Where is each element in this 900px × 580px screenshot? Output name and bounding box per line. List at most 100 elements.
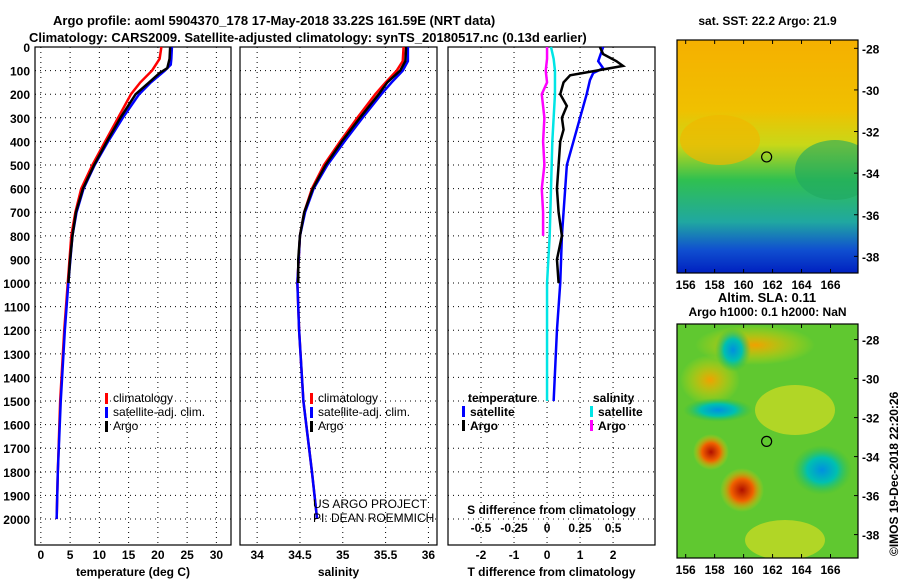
map-frame — [676, 39, 859, 274]
y-tick-label: 200 — [10, 88, 30, 102]
series-argo — [67, 46, 172, 284]
map-frame — [676, 323, 859, 559]
map-y-tick-label: -38 — [862, 250, 880, 264]
y-tick-label: 1800 — [3, 466, 30, 480]
legend-label: Argo — [470, 419, 498, 433]
map-x-tick-label: 164 — [792, 278, 812, 292]
x-tick-label: 1 — [577, 548, 584, 562]
map-x-tick-label: 158 — [705, 278, 725, 292]
map-y-tick-label: -32 — [862, 412, 880, 426]
legend-swatch — [462, 406, 465, 417]
x-tick-label: 20 — [151, 548, 165, 562]
y-tick-label: 100 — [10, 65, 30, 79]
map-y-tick-label: -38 — [862, 529, 880, 543]
credit-text: ©IMOS 19-Dec-2018 22:20:26 — [887, 391, 900, 556]
map-x-tick-label: 156 — [676, 563, 696, 577]
x-axis-label: temperature (deg C) — [76, 565, 190, 579]
difference-panel: -2 -1 0 1 2 T difference from climatology temp… — [447, 46, 656, 579]
temperature-panel: 0 5 10 15 20 25 300100200300400500600700800900… — [3, 41, 232, 579]
x2-tick-label: 0 — [544, 521, 551, 535]
legend-swatch — [105, 393, 108, 404]
y-tick-label: 1400 — [3, 371, 30, 385]
y-tick-label: 1300 — [3, 348, 30, 362]
map-y-tick-label: -28 — [862, 42, 880, 56]
sla-map: 156 158 160 162 164 166 -28 -30 -32 -34 -36 -38 Argo… — [676, 305, 880, 577]
map-y-tick-label: -34 — [862, 167, 880, 181]
y-tick-label: 1100 — [4, 301, 30, 315]
map-x-tick-label: 166 — [820, 278, 840, 292]
map-y-tick-label: -30 — [862, 373, 880, 387]
x2-tick-label: 0.25 — [568, 521, 592, 535]
x2-tick-label: -0.25 — [500, 521, 528, 535]
axes-frame — [239, 46, 438, 546]
x-tick-label: 0 — [38, 548, 45, 562]
y-tick-label: 600 — [10, 183, 30, 197]
legend-label: Argo — [113, 419, 139, 433]
legend-swatch — [105, 421, 108, 432]
map-x-tick-label: 166 — [820, 563, 840, 577]
legend-swatch — [105, 407, 108, 418]
y-tick-label: 2000 — [3, 513, 30, 527]
x-axis-label: T difference from climatology — [467, 565, 635, 579]
x-tick-label: -1 — [509, 548, 520, 562]
x-tick-label: 0 — [544, 548, 551, 562]
x-tick-label: 5 — [67, 548, 74, 562]
y-tick-label: 1000 — [3, 277, 30, 291]
x-tick-label: 2 — [610, 548, 617, 562]
y-tick-label: 0 — [23, 41, 30, 55]
x-tick-label: 30 — [210, 548, 224, 562]
legend-swatch — [462, 420, 465, 431]
y-tick-label: 800 — [10, 230, 30, 244]
legend-label: climatology — [113, 391, 173, 405]
x-tick-label: 34 — [250, 548, 264, 562]
title-line2: Climatology: CARS2009. Satellite-adjuste… — [29, 30, 587, 45]
map-x-tick-label: 162 — [763, 278, 783, 292]
argo-location-marker — [761, 151, 773, 163]
series-satellite-adj-clim- — [55, 46, 174, 520]
map-y-tick-label: -36 — [862, 490, 880, 504]
x2-tick-label: -0.5 — [471, 521, 492, 535]
series-s-argo — [540, 47, 549, 236]
series-s-satellite — [545, 46, 557, 402]
y-tick-label: 300 — [10, 112, 30, 126]
x-tick-label: 25 — [180, 548, 194, 562]
axes-frame — [447, 46, 656, 546]
map-y-tick-label: -36 — [862, 209, 880, 223]
x-axis-label: salinity — [318, 565, 360, 579]
y-tick-label: 1600 — [3, 419, 30, 433]
axes-frame — [34, 46, 232, 546]
legend-swatch — [310, 393, 313, 404]
y-tick-label: 400 — [10, 135, 30, 149]
sla-map-image — [677, 324, 858, 558]
series-t-argo — [555, 46, 627, 284]
legend-label: satellite — [470, 405, 515, 419]
y-tick-label: 1900 — [3, 489, 30, 503]
sst-map: 156 158 160 162 164 166 -28 -30 -32 -34 -36 -38 sat.… — [676, 14, 880, 292]
legend-swatch — [310, 421, 313, 432]
map-y-tick-label: -32 — [862, 126, 880, 140]
legend-label: Argo — [598, 419, 626, 433]
legend-label: satellite — [598, 405, 643, 419]
x-tick-label: 34.5 — [288, 548, 312, 562]
sst-map-title: sat. SST: 22.2 Argo: 21.9 — [698, 14, 837, 28]
title-line1: Argo profile: aoml 5904370_178 17-May-20… — [53, 13, 495, 28]
x-tick-label: -2 — [476, 548, 487, 562]
y-tick-label: 700 — [10, 206, 30, 220]
map-x-tick-label: 160 — [734, 563, 754, 577]
legend-swatch — [590, 420, 593, 431]
legend-label: satellite-adj. clim. — [318, 405, 410, 419]
y-tick-label: 1700 — [3, 442, 30, 456]
sla-map-subtitle: Argo h1000: 0.1 h2000: NaN — [688, 305, 846, 319]
legend-swatch — [310, 407, 313, 418]
sla-map-title: Altim. SLA: 0.11 — [718, 290, 816, 305]
project-line1: US ARGO PROJECT — [313, 497, 428, 511]
x2-axis-label: S difference from climatology — [467, 503, 636, 517]
x-tick-label: 10 — [93, 548, 107, 562]
series-t-satellite — [552, 46, 606, 402]
y-tick-label: 1500 — [3, 395, 30, 409]
project-line2: PI: DEAN ROEMMICH — [313, 511, 434, 525]
map-y-tick-label: -30 — [862, 84, 880, 98]
legend-title: salinity — [593, 391, 635, 405]
sst-map-image — [677, 40, 858, 273]
